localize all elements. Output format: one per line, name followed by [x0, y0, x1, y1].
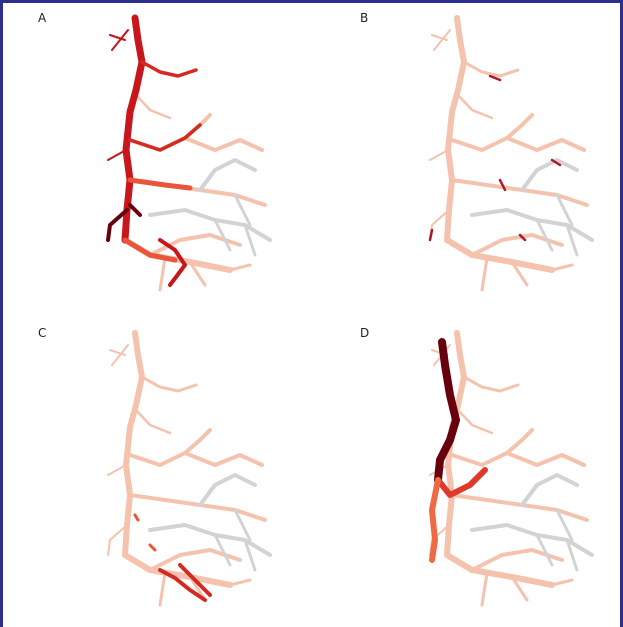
river-network: [108, 333, 270, 605]
panel-c: C: [38, 326, 270, 605]
panel-a: A: [38, 11, 270, 290]
panel-label: B: [360, 11, 368, 25]
panel-d: D: [360, 326, 592, 605]
highlight: [108, 18, 200, 285]
river-network: [430, 18, 592, 290]
river-network: [108, 18, 270, 290]
panel-label: D: [360, 326, 369, 340]
panel-b: B: [360, 11, 592, 290]
figure-canvas: A B C D: [0, 0, 623, 627]
panel-label: C: [38, 326, 46, 340]
panel-label: A: [38, 11, 47, 25]
river-network: [430, 333, 592, 605]
figure: A B C D: [0, 0, 623, 627]
